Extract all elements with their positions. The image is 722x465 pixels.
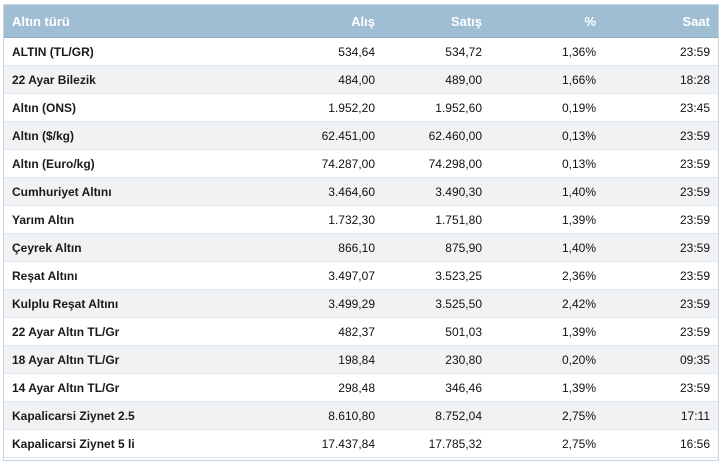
change-percent-cell: 1,39% bbox=[490, 317, 604, 346]
table-row: Reşat Altını 3.497,07 3.523,25 2,36% 23:59 bbox=[4, 261, 718, 290]
column-header-percent[interactable]: % bbox=[490, 5, 604, 38]
update-time-cell: 18:28 bbox=[604, 65, 718, 94]
buy-price-cell: 298,48 bbox=[220, 373, 383, 402]
table-row: Altın (Euro/kg) 74.287,00 74.298,00 0,13% 23… bbox=[4, 149, 718, 178]
change-percent-cell: 0,19% bbox=[490, 93, 604, 122]
change-percent-cell: 1,66% bbox=[490, 65, 604, 94]
update-time-cell: 16:56 bbox=[604, 429, 718, 458]
buy-price-cell: 74.287,00 bbox=[220, 149, 383, 178]
gold-type-cell: 22 Ayar Altın TL/Gr bbox=[4, 317, 220, 346]
buy-price-cell: 534,64 bbox=[220, 37, 383, 66]
update-time-cell: 23:59 bbox=[604, 233, 718, 262]
table-body: ALTIN (TL/GR) 534,64 534,72 1,36% 23:59 22 Ay… bbox=[4, 37, 718, 458]
update-time-cell: 23:45 bbox=[604, 93, 718, 122]
column-header-gold-type[interactable]: Altın türü bbox=[4, 5, 220, 38]
gold-prices-panel: Altın türü Alış Satış % Saat ALTIN (TL/G… bbox=[3, 4, 719, 461]
table-row: 22 Ayar Bilezik 484,00 489,00 1,66% 18:28 bbox=[4, 65, 718, 94]
sell-price-cell: 8.752,04 bbox=[383, 401, 490, 430]
buy-price-cell: 198,84 bbox=[220, 345, 383, 374]
table-row: Kapalicarsi Ziynet 5 li 17.437,84 17.785,3… bbox=[4, 429, 718, 458]
table-row: Kulplu Reşat Altını 3.499,29 3.525,50 2,42%… bbox=[4, 289, 718, 318]
gold-type-cell: Cumhuriyet Altını bbox=[4, 177, 220, 206]
sell-price-cell: 501,03 bbox=[383, 317, 490, 346]
table-row: Altın ($/kg) 62.451,00 62.460,00 0,13% 23:59 bbox=[4, 121, 718, 150]
update-time-cell: 23:59 bbox=[604, 317, 718, 346]
table-row: Cumhuriyet Altını 3.464,60 3.490,30 1,40% 23… bbox=[4, 177, 718, 206]
sell-price-cell: 1.952,60 bbox=[383, 93, 490, 122]
buy-price-cell: 1.952,20 bbox=[220, 93, 383, 122]
buy-price-cell: 3.497,07 bbox=[220, 261, 383, 290]
buy-price-cell: 3.499,29 bbox=[220, 289, 383, 318]
change-percent-cell: 2,36% bbox=[490, 261, 604, 290]
gold-type-cell: Altın (Euro/kg) bbox=[4, 149, 220, 178]
update-time-cell: 23:59 bbox=[604, 289, 718, 318]
sell-price-cell: 875,90 bbox=[383, 233, 490, 262]
change-percent-cell: 0,13% bbox=[490, 149, 604, 178]
gold-type-cell: 18 Ayar Altın TL/Gr bbox=[4, 345, 220, 374]
sell-price-cell: 3.490,30 bbox=[383, 177, 490, 206]
update-time-cell: 23:59 bbox=[604, 177, 718, 206]
change-percent-cell: 1,40% bbox=[490, 233, 604, 262]
buy-price-cell: 482,37 bbox=[220, 317, 383, 346]
sell-price-cell: 3.525,50 bbox=[383, 289, 490, 318]
table-header-row: Altın türü Alış Satış % Saat bbox=[4, 5, 718, 38]
change-percent-cell: 1,40% bbox=[490, 177, 604, 206]
change-percent-cell: 2,75% bbox=[490, 401, 604, 430]
buy-price-cell: 484,00 bbox=[220, 65, 383, 94]
table-row: 18 Ayar Altın TL/Gr 198,84 230,80 0,20% 09:3… bbox=[4, 345, 718, 374]
change-percent-cell: 1,36% bbox=[490, 37, 604, 66]
gold-type-cell: Reşat Altını bbox=[4, 261, 220, 290]
change-percent-cell: 1,39% bbox=[490, 205, 604, 234]
sell-price-cell: 534,72 bbox=[383, 37, 490, 66]
column-header-time[interactable]: Saat bbox=[604, 5, 718, 38]
update-time-cell: 23:59 bbox=[604, 205, 718, 234]
table-row: Yarım Altın 1.732,30 1.751,80 1,39% 23:59 bbox=[4, 205, 718, 234]
gold-prices-table: Altın türü Alış Satış % Saat ALTIN (TL/G… bbox=[4, 5, 718, 458]
change-percent-cell: 2,75% bbox=[490, 429, 604, 458]
sell-price-cell: 346,46 bbox=[383, 373, 490, 402]
table-row: Kapalicarsi Ziynet 2.5 8.610,80 8.752,04 2,… bbox=[4, 401, 718, 430]
buy-price-cell: 8.610,80 bbox=[220, 401, 383, 430]
gold-type-cell: Kulplu Reşat Altını bbox=[4, 289, 220, 318]
gold-type-cell: ALTIN (TL/GR) bbox=[4, 37, 220, 66]
buy-price-cell: 1.732,30 bbox=[220, 205, 383, 234]
gold-type-cell: Yarım Altın bbox=[4, 205, 220, 234]
sell-price-cell: 3.523,25 bbox=[383, 261, 490, 290]
change-percent-cell: 0,13% bbox=[490, 121, 604, 150]
update-time-cell: 23:59 bbox=[604, 37, 718, 66]
update-time-cell: 23:59 bbox=[604, 121, 718, 150]
change-percent-cell: 0,20% bbox=[490, 345, 604, 374]
update-time-cell: 17:11 bbox=[604, 401, 718, 430]
sell-price-cell: 489,00 bbox=[383, 65, 490, 94]
table-row: Altın (ONS) 1.952,20 1.952,60 0,19% 23:45 bbox=[4, 93, 718, 122]
column-header-sell[interactable]: Satış bbox=[383, 5, 490, 38]
gold-type-cell: Çeyrek Altın bbox=[4, 233, 220, 262]
sell-price-cell: 230,80 bbox=[383, 345, 490, 374]
update-time-cell: 23:59 bbox=[604, 149, 718, 178]
gold-type-cell: Altın (ONS) bbox=[4, 93, 220, 122]
buy-price-cell: 866,10 bbox=[220, 233, 383, 262]
sell-price-cell: 1.751,80 bbox=[383, 205, 490, 234]
sell-price-cell: 62.460,00 bbox=[383, 121, 490, 150]
sell-price-cell: 74.298,00 bbox=[383, 149, 490, 178]
change-percent-cell: 1,39% bbox=[490, 373, 604, 402]
table-row: 14 Ayar Altın TL/Gr 298,48 346,46 1,39% 23:5… bbox=[4, 373, 718, 402]
buy-price-cell: 62.451,00 bbox=[220, 121, 383, 150]
gold-type-cell: Altın ($/kg) bbox=[4, 121, 220, 150]
gold-type-cell: 14 Ayar Altın TL/Gr bbox=[4, 373, 220, 402]
update-time-cell: 23:59 bbox=[604, 373, 718, 402]
update-time-cell: 09:35 bbox=[604, 345, 718, 374]
sell-price-cell: 17.785,32 bbox=[383, 429, 490, 458]
table-row: Çeyrek Altın 866,10 875,90 1,40% 23:59 bbox=[4, 233, 718, 262]
column-header-buy[interactable]: Alış bbox=[220, 5, 383, 38]
gold-type-cell: Kapalicarsi Ziynet 2.5 bbox=[4, 401, 220, 430]
gold-type-cell: 22 Ayar Bilezik bbox=[4, 65, 220, 94]
change-percent-cell: 2,42% bbox=[490, 289, 604, 318]
update-time-cell: 23:59 bbox=[604, 261, 718, 290]
gold-type-cell: Kapalicarsi Ziynet 5 li bbox=[4, 429, 220, 458]
table-row: 22 Ayar Altın TL/Gr 482,37 501,03 1,39% 23:5… bbox=[4, 317, 718, 346]
buy-price-cell: 3.464,60 bbox=[220, 177, 383, 206]
table-row: ALTIN (TL/GR) 534,64 534,72 1,36% 23:59 bbox=[4, 37, 718, 66]
buy-price-cell: 17.437,84 bbox=[220, 429, 383, 458]
